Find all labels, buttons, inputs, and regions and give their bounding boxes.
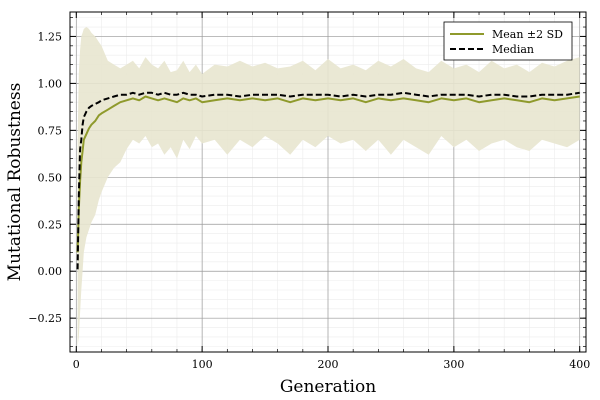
x-tick-label: 400 xyxy=(569,358,590,371)
y-tick-label: 1.25 xyxy=(38,30,63,43)
y-tick-label: −0.25 xyxy=(28,312,62,325)
median-line xyxy=(76,91,580,270)
legend-label-median: Median xyxy=(492,43,534,56)
mean-line xyxy=(76,95,580,253)
y-tick-label: 0.75 xyxy=(38,124,63,137)
x-tick-label: 0 xyxy=(73,358,80,371)
y-axis-label: Mutational Robustness xyxy=(5,83,25,282)
x-tick-label: 200 xyxy=(318,358,339,371)
sd-band xyxy=(77,27,580,347)
x-tick-label: 100 xyxy=(192,358,213,371)
y-tick-label: 0.00 xyxy=(38,265,63,278)
axis-ticks xyxy=(70,12,586,352)
x-tick-labels: 0 100 200 300 400 xyxy=(73,358,590,371)
y-tick-label: 0.25 xyxy=(38,218,63,231)
y-tick-label: 1.00 xyxy=(38,77,63,90)
legend-box xyxy=(443,21,573,61)
sd-band-layer xyxy=(77,27,580,347)
legend-label-mean: Mean ±2 SD xyxy=(492,28,563,41)
series-lines xyxy=(76,91,580,270)
x-tick-label: 300 xyxy=(443,358,464,371)
x-axis-label: Generation xyxy=(280,377,376,397)
y-tick-labels: −0.25 0.00 0.25 0.50 0.75 1.00 1.25 xyxy=(28,30,62,325)
legend: Mean ±2 SD Median xyxy=(443,21,573,61)
y-tick-label: 0.50 xyxy=(38,171,63,184)
